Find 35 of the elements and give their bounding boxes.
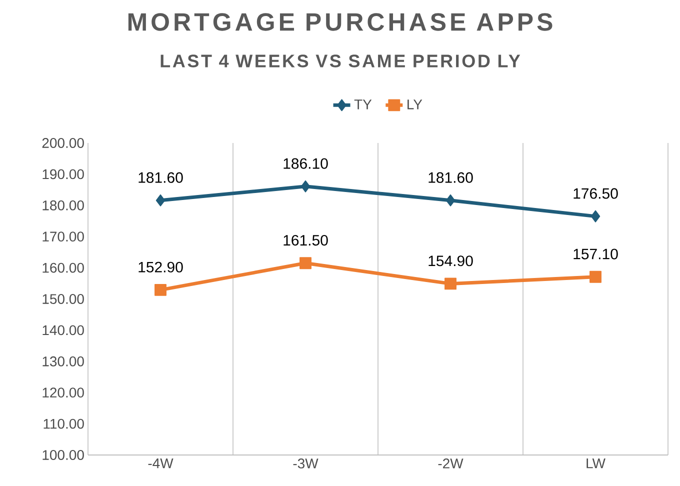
y-tick-label: 130.00 xyxy=(42,356,84,366)
point xyxy=(444,278,456,290)
y-tick-label: 170.00 xyxy=(42,232,84,242)
chart-title: MORTGAGE PURCHASE APPS xyxy=(128,13,552,31)
y-tick-label: 150.00 xyxy=(42,294,84,304)
y-tick-label: 160.00 xyxy=(42,262,84,273)
y-tick-label: 180.00 xyxy=(42,200,84,210)
x-tick-label: LW xyxy=(586,458,606,468)
x-tick-label: -4W xyxy=(148,458,174,468)
legend-label: TY xyxy=(354,100,372,110)
point xyxy=(446,194,456,206)
point xyxy=(300,257,312,270)
point xyxy=(590,210,600,222)
data-label: 186.10 xyxy=(284,158,328,169)
legend-label: LY xyxy=(408,100,422,110)
data-label: 157.10 xyxy=(574,248,618,260)
data-label: 181.60 xyxy=(428,172,473,183)
x-tick-label: -2W xyxy=(438,458,464,468)
y-tick-label: 140.00 xyxy=(42,325,84,336)
y-tick-label: 100.00 xyxy=(42,450,84,460)
point xyxy=(300,180,310,192)
y-tick-label: 120.00 xyxy=(42,388,84,398)
data-label: 161.50 xyxy=(284,234,328,246)
data-label: 152.90 xyxy=(138,262,183,272)
x-tick-label: -3W xyxy=(293,458,318,468)
y-tick-label: 200.00 xyxy=(42,138,84,148)
point xyxy=(156,194,166,206)
data-label: 154.90 xyxy=(428,256,473,266)
y-tick-label: 190.00 xyxy=(42,169,84,180)
point xyxy=(590,270,602,283)
data-label: 176.50 xyxy=(574,188,618,199)
data-label: 181.60 xyxy=(138,172,183,183)
y-tick-label: 110.00 xyxy=(44,418,84,429)
point xyxy=(154,284,166,296)
chart-subtitle: LAST 4 WEEKS VS SAME PERIOD LY xyxy=(160,54,520,68)
